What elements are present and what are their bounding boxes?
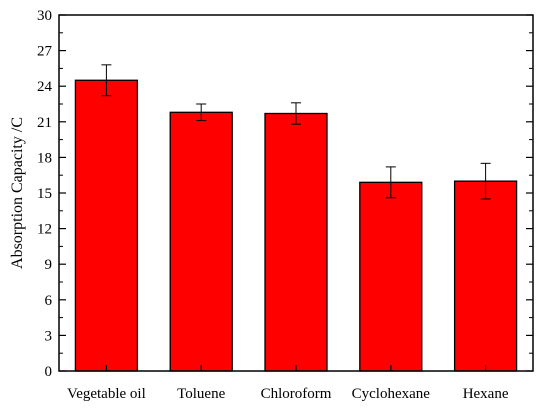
y-tick-label: 15 — [37, 186, 52, 202]
bar-hexane — [453, 180, 518, 372]
y-tick-label: 0 — [45, 364, 53, 380]
y-tick-label: 21 — [37, 115, 52, 131]
x-tick-label: Vegetable oil — [67, 386, 146, 402]
bar-vegetable-oil — [74, 79, 139, 372]
plot-frame — [58, 14, 534, 372]
y-tick-label: 9 — [45, 257, 53, 273]
x-ticks — [105, 365, 487, 371]
y-tick-label: 6 — [45, 293, 53, 309]
y-tick-labels: 0 3 6 9 12 15 18 21 24 27 30 — [37, 8, 53, 380]
y-tick-label: 24 — [37, 79, 53, 95]
x-tick-label: Hexane — [463, 386, 509, 402]
y-tick-label: 12 — [37, 222, 52, 238]
y-tick-label: 27 — [37, 44, 53, 60]
y-axis-title: Absorption Capacity /C — [9, 117, 26, 269]
x-tick-label: Cyclohexane — [352, 386, 431, 402]
bar-chloroform — [264, 112, 328, 372]
bars — [74, 79, 518, 372]
x-tick-labels: Vegetable oil Toluene Chloroform Cyclohexan… — [67, 386, 509, 402]
y-tick-label: 3 — [45, 328, 53, 344]
error-bars — [101, 64, 491, 200]
y-tick-label: 30 — [37, 8, 52, 24]
x-tick-label: Toluene — [177, 386, 225, 402]
x-tick-label: Chloroform — [261, 386, 332, 402]
bar-toluene — [169, 111, 233, 372]
bar-cyclohexane — [359, 181, 423, 372]
y-tick-label: 18 — [37, 150, 52, 166]
